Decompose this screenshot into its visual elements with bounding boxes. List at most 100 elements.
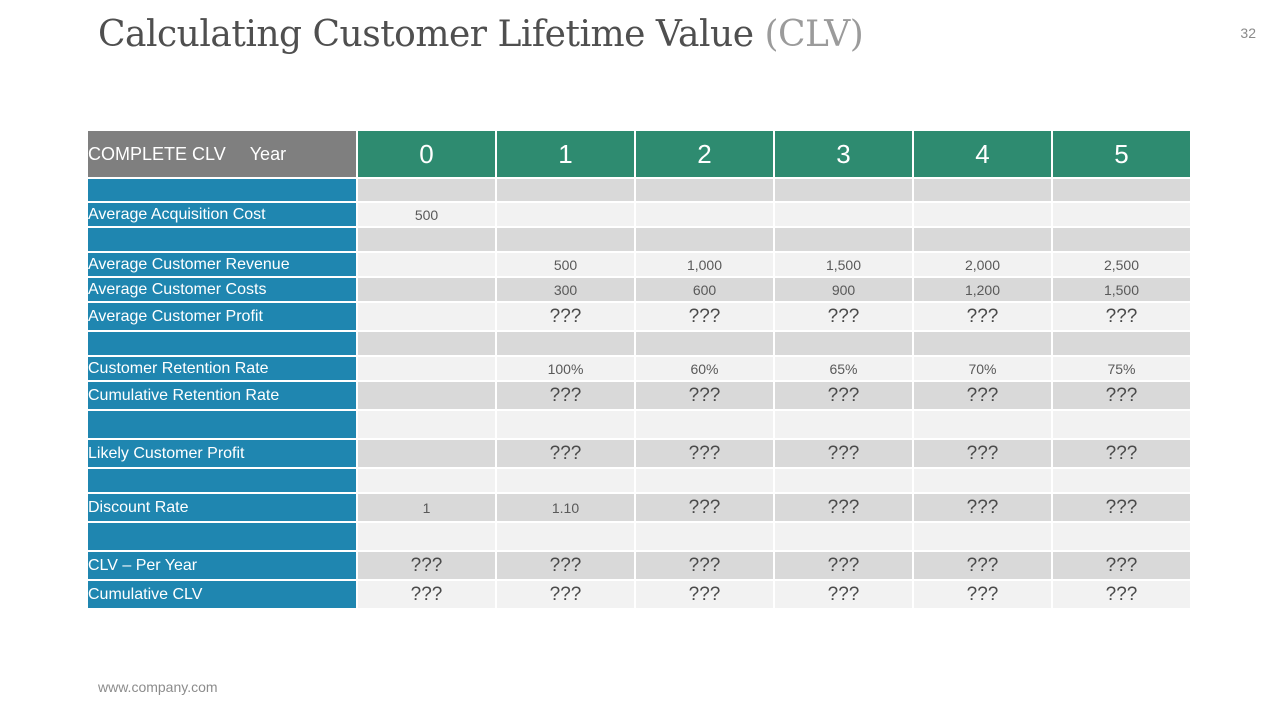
row-label <box>88 331 358 357</box>
table-cell-year-2 <box>635 227 775 253</box>
table-spacer-row <box>88 410 1192 440</box>
slide-title: Calculating Customer Lifetime Value (CLV… <box>98 14 864 55</box>
row-label: Average Customer Revenue <box>88 252 358 278</box>
table-spacer-row <box>88 227 1192 253</box>
page-number: 32 <box>1240 25 1256 41</box>
table-row: CLV – Per Year?????????????????? <box>88 551 1192 581</box>
table-cell-year-5 <box>1052 468 1192 494</box>
table-cell-year-1: ??? <box>496 381 636 411</box>
table-cell-year-5 <box>1052 202 1192 228</box>
row-label <box>88 227 358 253</box>
row-label: Average Acquisition Cost <box>88 202 358 228</box>
table-cell-year-4: ??? <box>913 302 1053 332</box>
table-cell-year-5: ??? <box>1052 493 1192 523</box>
table-spacer-row <box>88 468 1192 494</box>
table-cell-year-1: ??? <box>496 551 636 581</box>
row-label <box>88 410 358 440</box>
table-spacer-row <box>88 178 1192 203</box>
table-row: Likely Customer Profit??????????????? <box>88 439 1192 469</box>
table-header-row: COMPLETE CLV Year 0 1 2 3 4 5 <box>88 131 1192 179</box>
table-cell-year-5: 2,500 <box>1052 252 1192 278</box>
table-cell-year-5: ??? <box>1052 580 1192 610</box>
table-cell-year-5: 75% <box>1052 356 1192 382</box>
row-label: CLV – Per Year <box>88 551 358 581</box>
table-cell-year-0 <box>357 227 497 253</box>
table-cell-year-5 <box>1052 227 1192 253</box>
table-cell-year-1 <box>496 468 636 494</box>
table-cell-year-4 <box>913 410 1053 440</box>
table-cell-year-5 <box>1052 410 1192 440</box>
table-cell-year-5: 1,500 <box>1052 277 1192 303</box>
year-header-1: 1 <box>496 131 636 179</box>
table-cell-year-0 <box>357 252 497 278</box>
row-label: Cumulative Retention Rate <box>88 381 358 411</box>
table-cell-year-0 <box>357 331 497 357</box>
row-label <box>88 178 358 203</box>
table-cell-year-3: ??? <box>774 493 914 523</box>
table-cell-year-2: ??? <box>635 493 775 523</box>
table-spacer-row <box>88 331 1192 357</box>
table-cell-year-3: ??? <box>774 439 914 469</box>
table-row: Customer Retention Rate 100% 60% 65% 70% 75% <box>88 356 1192 382</box>
year-header-2: 2 <box>635 131 775 179</box>
table-cell-year-1 <box>496 331 636 357</box>
table-cell-year-3: 65% <box>774 356 914 382</box>
table-cell-year-1: 500 <box>496 252 636 278</box>
table-cell-year-1 <box>496 522 636 552</box>
table-cell-year-2: 1,000 <box>635 252 775 278</box>
row-label: Average Customer Profit <box>88 302 358 332</box>
table-cell-year-4: ??? <box>913 551 1053 581</box>
row-label <box>88 522 358 552</box>
year-header-0: 0 <box>357 131 497 179</box>
clv-table: COMPLETE CLV Year 0 1 2 3 4 5 Average Acq… <box>88 131 1192 610</box>
table-cell-year-5: ??? <box>1052 551 1192 581</box>
table-cell-year-3 <box>774 227 914 253</box>
table-cell-year-5: ??? <box>1052 439 1192 469</box>
table-cell-year-2: ??? <box>635 302 775 332</box>
table-row: Cumulative Retention Rate??????????????? <box>88 381 1192 411</box>
table-cell-year-2: ??? <box>635 381 775 411</box>
table-cell-year-3 <box>774 410 914 440</box>
table-cell-year-2 <box>635 468 775 494</box>
table-cell-year-3: ??? <box>774 381 914 411</box>
table-cell-year-2 <box>635 331 775 357</box>
table-cell-year-4: 1,200 <box>913 277 1053 303</box>
row-label: Customer Retention Rate <box>88 356 358 382</box>
row-label: Average Customer Costs <box>88 277 358 303</box>
table-cell-year-5 <box>1052 178 1192 203</box>
table-cell-year-4: ??? <box>913 580 1053 610</box>
table-cell-year-4: 70% <box>913 356 1053 382</box>
year-header-3: 3 <box>774 131 914 179</box>
table-cell-year-4 <box>913 227 1053 253</box>
table-cell-year-0: 500 <box>357 202 497 228</box>
table-cell-year-4 <box>913 178 1053 203</box>
year-label: Year <box>249 143 287 164</box>
table-cell-year-3 <box>774 331 914 357</box>
slide-title-main: Calculating Customer Lifetime Value <box>98 14 765 55</box>
row-label: Likely Customer Profit <box>88 439 358 469</box>
table-cell-year-1: 100% <box>496 356 636 382</box>
table-cell-year-5: ??? <box>1052 302 1192 332</box>
table-cell-year-1: ??? <box>496 580 636 610</box>
year-header-5: 5 <box>1052 131 1192 179</box>
table-row: Average Acquisition Cost 500 <box>88 202 1192 228</box>
table-cell-year-0 <box>357 439 497 469</box>
table-cell-year-2 <box>635 522 775 552</box>
table-row: Average Customer Revenue 500 1,000 1,500 2,0… <box>88 252 1192 278</box>
table-cell-year-3 <box>774 202 914 228</box>
table-cell-year-1: 300 <box>496 277 636 303</box>
table-cell-year-2 <box>635 202 775 228</box>
table-row: Discount Rate 1 1.10???????????? <box>88 493 1192 523</box>
table-row: Average Customer Costs 300 600 900 1,200 1,50… <box>88 277 1192 303</box>
row-label <box>88 468 358 494</box>
table-cell-year-4 <box>913 331 1053 357</box>
row-label: Discount Rate <box>88 493 358 523</box>
table-cell-year-5 <box>1052 522 1192 552</box>
table-cell-year-0: ??? <box>357 551 497 581</box>
table-row: Cumulative CLV?????????????????? <box>88 580 1192 610</box>
table-cell-year-2 <box>635 410 775 440</box>
table-cell-year-3: ??? <box>774 580 914 610</box>
table-cell-year-4: ??? <box>913 381 1053 411</box>
table-cell-year-0: ??? <box>357 580 497 610</box>
table-corner-header: COMPLETE CLV Year <box>88 131 358 179</box>
